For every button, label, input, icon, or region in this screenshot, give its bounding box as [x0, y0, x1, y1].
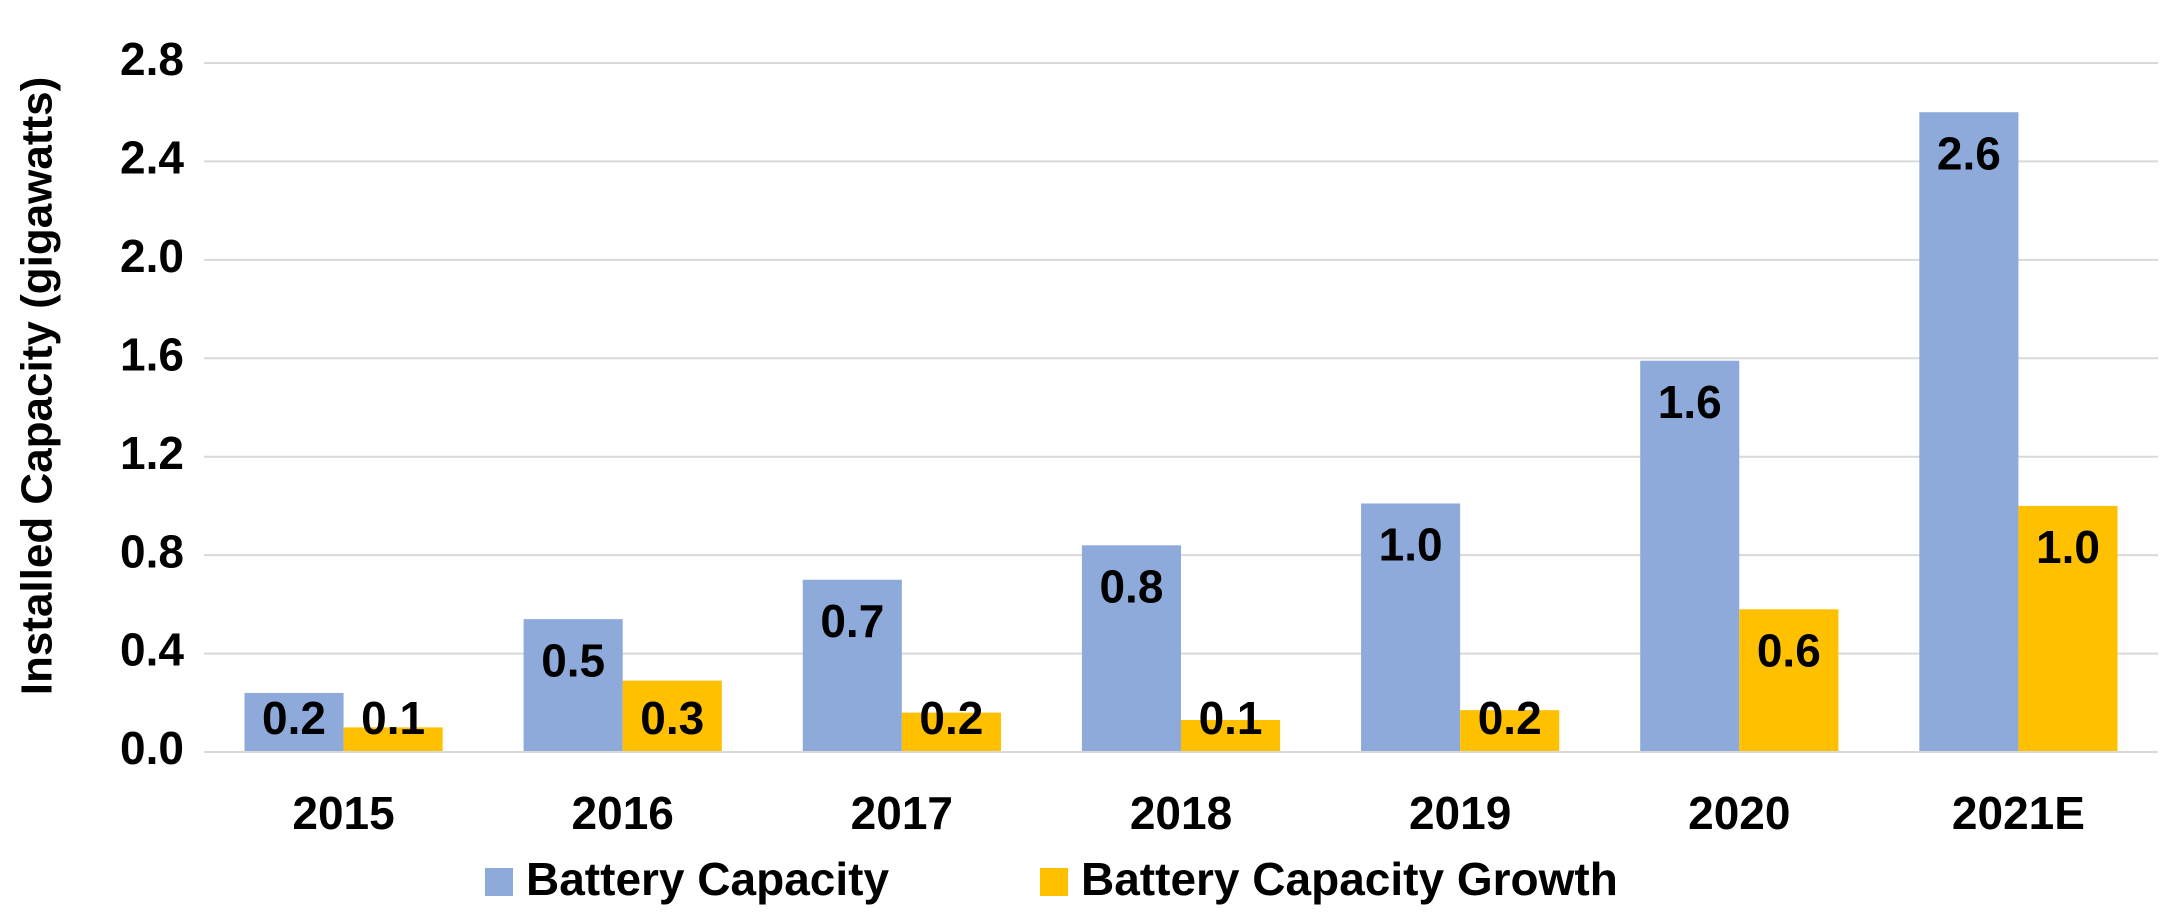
bar	[244, 692, 344, 752]
bar	[1739, 609, 1839, 752]
x-tick-label: 2019	[1409, 787, 1511, 839]
y-tick-label: 2.8	[120, 33, 184, 85]
x-tick-label: 2016	[572, 787, 674, 839]
legend-label: Battery Capacity Growth	[1081, 853, 1618, 905]
y-tick-label: 1.2	[120, 427, 184, 479]
y-axis-title: Installed Capacity (gigawatts)	[13, 77, 62, 696]
y-tick-label: 2.4	[120, 132, 184, 184]
data-label: 2.6	[1937, 127, 2001, 179]
data-label: 0.6	[1757, 624, 1821, 676]
legend-swatch	[1040, 868, 1068, 896]
data-label: 0.3	[640, 692, 704, 744]
data-label: 0.5	[541, 634, 605, 686]
x-tick-label: 2017	[851, 787, 953, 839]
y-tick-label: 2.0	[120, 230, 184, 282]
data-label: 0.1	[361, 692, 425, 744]
x-tick-label: 2020	[1688, 787, 1790, 839]
data-label: 1.6	[1658, 376, 1722, 428]
y-tick-label: 1.6	[120, 328, 184, 380]
bar	[343, 727, 443, 752]
data-label: 1.0	[1379, 519, 1443, 571]
data-label: 1.0	[2036, 521, 2100, 573]
data-label: 0.2	[919, 692, 983, 744]
y-tick-label: 0.4	[120, 624, 184, 676]
data-label: 0.1	[1199, 692, 1263, 744]
data-label: 0.8	[1099, 560, 1163, 612]
legend-swatch	[485, 868, 513, 896]
data-label: 0.2	[262, 692, 326, 744]
x-tick-label: 2015	[292, 787, 394, 839]
bar	[2018, 505, 2118, 752]
bar	[622, 680, 722, 752]
data-label: 0.7	[820, 595, 884, 647]
bar	[1460, 710, 1560, 752]
bar	[1361, 503, 1461, 752]
y-tick-label: 0.8	[120, 525, 184, 577]
y-tick-label: 0.0	[120, 722, 184, 774]
bar	[1081, 545, 1181, 752]
bar	[901, 712, 1001, 752]
bar	[523, 619, 623, 752]
data-label: 0.2	[1478, 692, 1542, 744]
x-tick-label: 2018	[1130, 787, 1232, 839]
x-tick-label: 2021E	[1952, 787, 2085, 839]
legend-label: Battery Capacity	[526, 853, 889, 905]
bar	[1919, 112, 2019, 752]
bar	[1640, 360, 1740, 752]
bar	[1181, 720, 1281, 752]
bar	[802, 579, 902, 752]
